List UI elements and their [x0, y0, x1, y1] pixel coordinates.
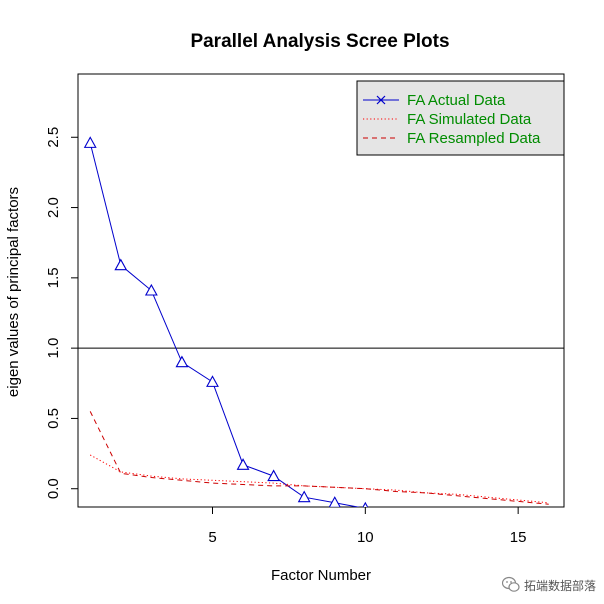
- watermark-text: 拓端数据部落: [523, 578, 596, 593]
- wechat-icon: [501, 576, 520, 592]
- series-layer: [83, 136, 549, 542]
- data-point-marker: [175, 355, 189, 368]
- x-tick-label: 15: [510, 529, 527, 546]
- legend-label-1: FA Actual Data: [407, 92, 506, 109]
- plot-frame: [77, 73, 565, 508]
- y-tick-label: 1.5: [45, 267, 62, 288]
- data-point-marker: [328, 496, 341, 507]
- legend: FA Actual Data FA Simulated Data FA Resamp…: [356, 80, 565, 156]
- y-tick-label: 0.0: [45, 478, 62, 499]
- data-point-marker: [114, 258, 128, 271]
- x-axis-label: Factor Number: [271, 567, 371, 584]
- data-point-marker: [206, 375, 219, 387]
- y-axis-label: eigen values of principal factors: [5, 187, 22, 397]
- y-tick-label: 2.0: [45, 197, 62, 218]
- chart-title: Parallel Analysis Scree Plots: [190, 31, 449, 52]
- series-line-2: [89, 454, 549, 504]
- data-point-marker: [83, 136, 97, 148]
- data-point-marker: [390, 532, 401, 542]
- series-line-3: [89, 411, 549, 505]
- x-tick-label: 5: [208, 529, 216, 546]
- data-point-marker: [236, 458, 250, 470]
- y-tick-label: 0.5: [45, 408, 62, 429]
- legend-cross-marker: [376, 95, 386, 105]
- x-tick-label: 10: [357, 529, 374, 546]
- y-tick-label: 2.5: [45, 127, 62, 148]
- watermark: 拓端数据部落: [501, 576, 596, 594]
- series-line-1: [89, 142, 361, 507]
- data-point-marker: [267, 469, 281, 482]
- y-tick-label: 1.0: [45, 338, 62, 359]
- data-point-marker: [362, 501, 369, 507]
- plot-area: 5 10 15 0.0 0.5 1.0 1.5 2.0 2.5: [45, 73, 565, 546]
- data-point-marker: [297, 490, 311, 503]
- legend-label-3: FA Resampled Data: [407, 130, 541, 147]
- legend-box: [356, 80, 565, 156]
- legend-label-2: FA Simulated Data: [407, 111, 532, 128]
- data-point-marker: [144, 283, 158, 296]
